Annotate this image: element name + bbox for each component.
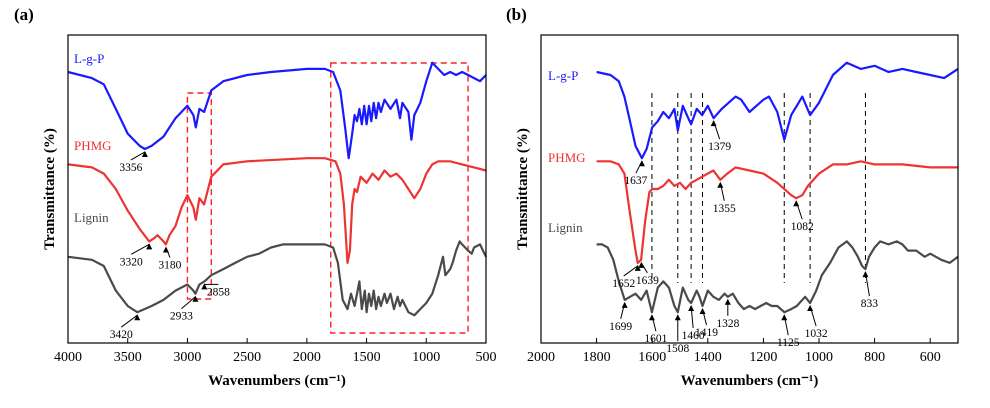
x-tick-label-2000: 2000 (293, 350, 321, 365)
x-tick-label-3500: 3500 (114, 350, 142, 365)
x-tick-label-800: 800 (864, 350, 885, 365)
x-tick-label-4000: 4000 (54, 350, 82, 365)
plot-frame (67, 34, 487, 344)
x-axis-title: Wavenumbers (cm⁻¹) (681, 373, 819, 389)
annotation-label-1652: 1652 (612, 278, 635, 290)
annotation-arrowhead-3320 (146, 243, 153, 250)
plot-frame (540, 34, 959, 344)
annotation-label-1508: 1508 (666, 343, 689, 355)
panel-b-label: (b) (506, 5, 527, 24)
annotation-label-1419: 1419 (695, 327, 718, 339)
series-line-phmg (596, 160, 958, 264)
y-axis-title: Transmittance (%) (42, 128, 58, 250)
x-tick-label-1600: 1600 (638, 350, 666, 365)
annotation-label-1460: 1460 (682, 330, 705, 342)
x-tick-label-1800: 1800 (583, 350, 611, 365)
annotation-label-3180: 3180 (158, 259, 181, 271)
series-label-l-g-p: L-g-P (548, 68, 578, 83)
series-line-l-g-p (596, 61, 959, 160)
x-tick-label-2000: 2000 (527, 350, 555, 365)
annotation-arrowhead-1601 (648, 314, 655, 321)
series-label-lignin: Lignin (548, 220, 583, 235)
panel-a-label: (a) (14, 5, 34, 24)
annotation-label-3420: 3420 (110, 329, 133, 341)
chart-panel-a: L-g-P PHMG Lignin 3356 3320 3180 3420 2933 2858 4… (42, 34, 497, 389)
annotation-label-1601: 1601 (644, 333, 667, 345)
x-tick-label-1400: 1400 (694, 350, 722, 365)
annotation-arrow-2933 (181, 296, 196, 310)
annotation-label-3320: 3320 (120, 256, 143, 268)
annotation-arrowhead-1508 (674, 314, 681, 321)
annotation-label-1032: 1032 (805, 328, 828, 340)
annotation-arrowhead-3420 (134, 314, 141, 321)
x-axis-title: Wavenumbers (cm⁻¹) (208, 373, 346, 389)
series-line-l-g-p (67, 61, 487, 160)
annotation-label-833: 833 (861, 298, 879, 310)
annotation-arrow-3420 (120, 314, 138, 328)
annotation-arrowhead-1032 (807, 304, 814, 311)
series-line-lignin (596, 240, 959, 314)
annotation-label-2858: 2858 (207, 286, 230, 298)
x-tick-label-1200: 1200 (749, 350, 777, 365)
annotation-label-1637: 1637 (624, 175, 647, 187)
x-tick-label-1000: 1000 (805, 350, 833, 365)
highlight-box-1 (186, 92, 213, 300)
annotation-arrow-1652 (623, 265, 639, 277)
annotation-arrowhead-1419 (699, 308, 706, 315)
annotation-arrowhead-1652 (634, 264, 641, 271)
annotation-arrowhead-1699 (621, 301, 628, 308)
annotation-arrowhead-1379 (710, 120, 717, 127)
annotation-label-1355: 1355 (713, 203, 736, 215)
annotation-arrowhead-1328 (724, 298, 731, 305)
x-tick-label-2500: 2500 (233, 350, 261, 365)
series-line-lignin (67, 240, 487, 317)
annotation-arrowhead-833 (862, 271, 869, 278)
x-tick-label-3000: 3000 (173, 350, 201, 365)
series-label-phmg: PHMG (74, 138, 112, 153)
annotation-arrowhead-3180 (162, 246, 169, 253)
chart-panel-b: L-g-P PHMG Lignin 1637 1379 1355 1082 1652 1639 1… (515, 34, 959, 389)
annotation-arrowhead-1460 (688, 304, 695, 311)
x-tick-label-1500: 1500 (353, 350, 381, 365)
annotation-arrowhead-2858 (201, 283, 208, 290)
series-label-phmg: PHMG (548, 150, 586, 165)
annotation-label-1639: 1639 (636, 275, 659, 287)
annotation-arrowhead-1639 (638, 261, 645, 268)
annotation-arrowhead-1637 (638, 160, 645, 167)
annotation-label-1328: 1328 (716, 318, 739, 330)
x-tick-label-600: 600 (920, 350, 941, 365)
highlight-box-2 (330, 62, 469, 334)
annotation-arrow-3356 (130, 151, 146, 161)
annotation-label-1082: 1082 (791, 221, 814, 233)
series-label-lignin: Lignin (74, 210, 109, 225)
annotation-arrowhead-1355 (717, 181, 724, 188)
annotation-label-3356: 3356 (119, 162, 142, 174)
annotation-arrow-3320 (130, 243, 150, 255)
annotation-label-1379: 1379 (708, 141, 731, 153)
annotation-arrowhead-3356 (141, 150, 148, 157)
x-tick-label-1000: 1000 (412, 350, 440, 365)
x-tick-label-500: 500 (476, 350, 497, 365)
series-line-phmg (67, 157, 487, 264)
annotation-arrowhead-1125 (781, 314, 788, 321)
y-axis-title: Transmittance (%) (515, 128, 531, 250)
annotation-arrowhead-1082 (793, 200, 800, 207)
series-label-l-g-p: L-g-P (74, 51, 104, 66)
annotation-label-1699: 1699 (609, 321, 632, 333)
annotation-arrowhead-2933 (192, 295, 199, 302)
annotation-label-2933: 2933 (170, 311, 193, 323)
